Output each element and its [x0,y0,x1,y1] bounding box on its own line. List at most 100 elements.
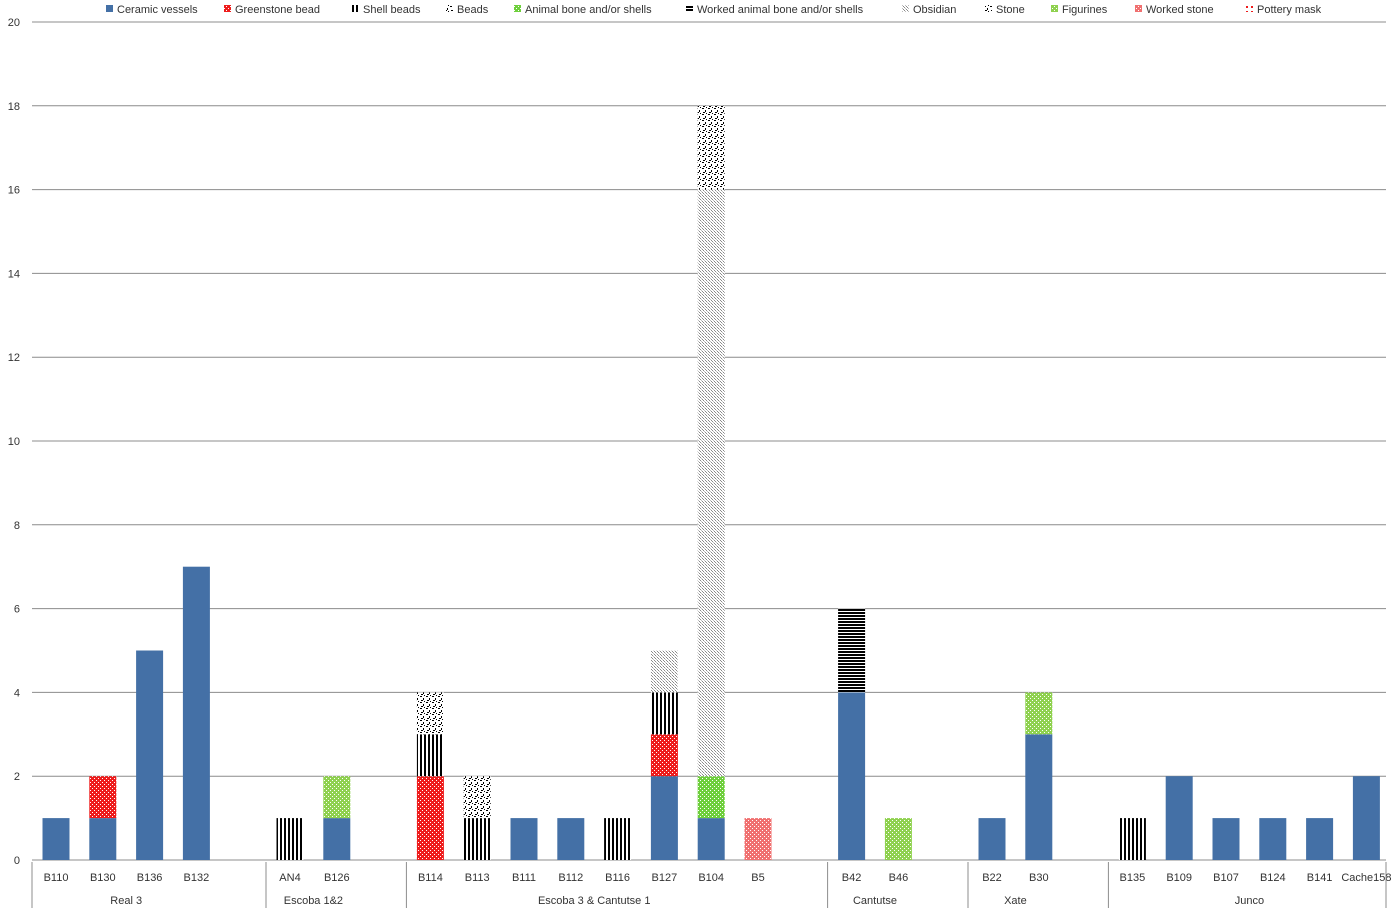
legend-swatch [1135,5,1142,12]
bar-segment [1118,818,1146,860]
bar-segment [89,776,117,819]
legend-swatch [686,5,693,12]
x-tick-label: B130 [90,872,116,884]
y-tick-label: 12 [8,352,20,364]
category-labels: B110 B130 B136 B132 AN4 B126 B114 B113 B111 B112 B… [31,862,1391,908]
bar-segment [604,818,632,860]
x-tick-label: B42 [842,872,862,884]
bar-segment [1025,692,1053,735]
bar-segment [697,818,725,860]
bar-segment [323,776,351,819]
bar-segment [884,818,912,860]
legend: Ceramic vessels Greenstone bead Shell bead… [106,4,1322,16]
legend-label: Animal bone and/or shells [525,4,652,16]
bar-segment [1306,818,1334,860]
bar-segment [463,818,491,860]
bar-segment [136,650,164,860]
x-tick-label: B30 [1029,872,1049,884]
y-tick-label: 10 [8,436,20,448]
bar-segment [650,692,678,735]
legend-swatch [902,5,909,12]
bar-segment [557,818,585,860]
bar-segment [510,818,538,860]
group-label: Escoba 3 & Cantutse 1 [538,895,651,907]
x-tick-label: B111 [512,872,536,884]
bar-segment [697,105,725,190]
y-tick-label: 0 [14,855,20,867]
legend-label: Worked stone [1146,4,1214,16]
bar-segment [838,608,866,693]
bar-segment [416,692,444,735]
legend-label: Shell beads [363,4,421,16]
bar-segment [276,818,304,860]
legend-label: Ceramic vessels [117,4,198,16]
x-tick-label: B141 [1307,872,1333,884]
group-label: Real 3 [110,895,142,907]
bars [42,105,1380,860]
x-tick-label: B109 [1166,872,1192,884]
x-tick-label: B126 [324,872,350,884]
group-label: Cantutse [853,895,897,907]
bar-segment [650,776,678,860]
bar-segment [838,692,866,860]
x-tick-label: B136 [137,872,163,884]
x-tick-label: B110 [44,872,69,884]
bar-segment [463,776,491,819]
legend-swatch [352,5,359,12]
bar-segment [1025,734,1053,860]
x-tick-label: B124 [1260,872,1286,884]
bar-segment [416,734,444,777]
legend-label: Worked animal bone and/or shells [697,4,864,16]
legend-swatch [106,5,113,12]
x-tick-label: B46 [889,872,909,884]
group-label: Xate [1004,895,1027,907]
x-tick-label: B114 [418,872,443,884]
legend-swatch [514,5,521,12]
x-tick-label: B107 [1213,872,1239,884]
bar-segment [650,650,678,693]
x-tick-label: B127 [652,872,678,884]
bar-segment [744,818,772,860]
bar-segment [697,776,725,819]
legend-swatch [1051,5,1058,12]
y-tick-label: 20 [8,17,20,29]
x-tick-label: B132 [184,872,210,884]
y-tick-label: 6 [14,604,20,616]
legend-label: Obsidian [913,4,956,16]
group-label: Junco [1235,895,1264,907]
x-tick-label: Cache158 [1341,872,1391,884]
y-tick-label: 2 [14,771,20,783]
x-tick-label: B5 [751,872,764,884]
bar-segment [650,734,678,777]
bar-segment [416,776,444,860]
x-tick-label: B116 [605,872,630,884]
y-tick-label: 4 [14,687,20,699]
legend-label: Stone [996,4,1025,16]
legend-swatch [985,5,992,12]
bar-segment [697,189,725,777]
x-tick-label: B22 [982,872,1002,884]
bar-segment [978,818,1006,860]
y-tick-label: 18 [8,101,20,113]
x-tick-label: B104 [698,872,724,884]
legend-label: Figurines [1062,4,1108,16]
bar-segment [1165,776,1193,860]
y-tick-label: 8 [14,520,20,532]
bar-segment [182,566,210,860]
x-tick-label: B112 [558,872,583,884]
legend-swatch [1246,5,1253,12]
bar-segment [89,818,117,860]
legend-swatch [446,5,453,12]
bar-segment [1352,776,1380,860]
axes: 0 2 4 6 8 10 12 14 16 18 20 [8,17,20,867]
y-tick-label: 14 [8,268,20,280]
bar-segment [42,818,70,860]
bar-segment [1259,818,1287,860]
legend-label: Beads [457,4,489,16]
bar-segment [323,818,351,860]
group-label: Escoba 1&2 [284,895,343,907]
x-tick-label: AN4 [279,872,300,884]
legend-label: Greenstone bead [235,4,320,16]
bar-segment [1212,818,1240,860]
